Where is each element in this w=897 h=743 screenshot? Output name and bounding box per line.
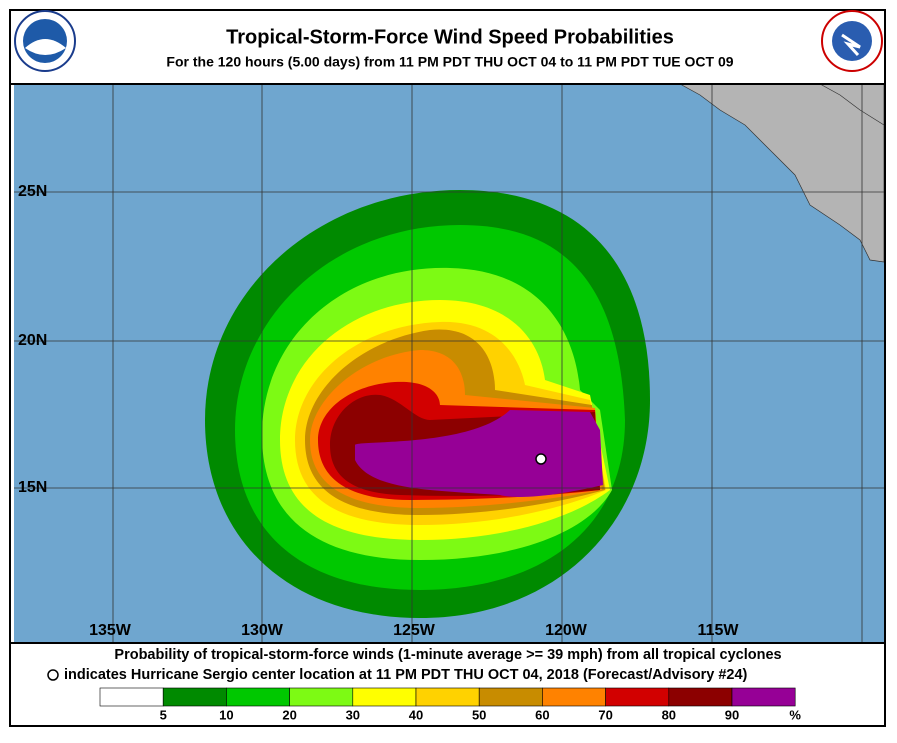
legend-label: 90 <box>725 707 739 722</box>
noaa-logo <box>14 10 76 72</box>
legend-swatch <box>289 687 354 707</box>
legend-label: 20 <box>282 707 296 722</box>
legend-label: 5 <box>160 707 167 722</box>
legend: 5 10 20 30 40 50 60 70 80 90% <box>99 687 801 722</box>
storm-center <box>535 453 547 465</box>
title: Tropical-Storm-Force Wind Speed Probabil… <box>226 26 674 48</box>
legend-label: 70 <box>598 707 612 722</box>
legend-label: 30 <box>346 707 360 722</box>
legend-label: 50 <box>472 707 486 722</box>
legend-swatch <box>352 687 417 707</box>
footer-line: Probability of tropical-storm-force wind… <box>114 647 781 663</box>
legend-label: 10 <box>219 707 233 722</box>
legend-swatch <box>605 687 670 707</box>
legend-label: 40 <box>409 707 423 722</box>
nws-logo <box>821 10 883 72</box>
legend-label: 60 <box>535 707 549 722</box>
graticule <box>14 84 884 643</box>
center-symbol <box>47 669 59 681</box>
lat-label: 25N <box>18 183 47 200</box>
legend-swatch <box>478 687 543 707</box>
lon-label: 125W <box>393 622 436 639</box>
legend-swatch <box>226 687 290 707</box>
lat-label: 20N <box>18 332 47 349</box>
footer-line: indicates Hurricane Sergio center locati… <box>64 667 748 683</box>
legend-label: % <box>789 707 801 722</box>
lon-label: 130W <box>241 622 284 639</box>
subtitle: For the 120 hours (5.00 days) from 11 PM… <box>166 54 733 70</box>
legend-swatch <box>415 687 480 707</box>
map: 25N 20N 15N 135W 130W 125W 120W 115W <box>14 84 884 643</box>
legend-swatch <box>99 687 164 707</box>
legend-label: 80 <box>662 707 676 722</box>
lat-label: 15N <box>18 479 47 496</box>
land <box>679 84 884 263</box>
lon-label: 120W <box>545 622 588 639</box>
legend-swatch <box>668 687 733 707</box>
legend-swatch <box>731 687 796 707</box>
lon-label: 115W <box>698 622 740 639</box>
legend-swatch <box>542 687 606 707</box>
lon-label: 135W <box>89 622 132 639</box>
contour <box>355 410 603 497</box>
legend-swatch <box>162 687 227 707</box>
land <box>819 84 884 126</box>
